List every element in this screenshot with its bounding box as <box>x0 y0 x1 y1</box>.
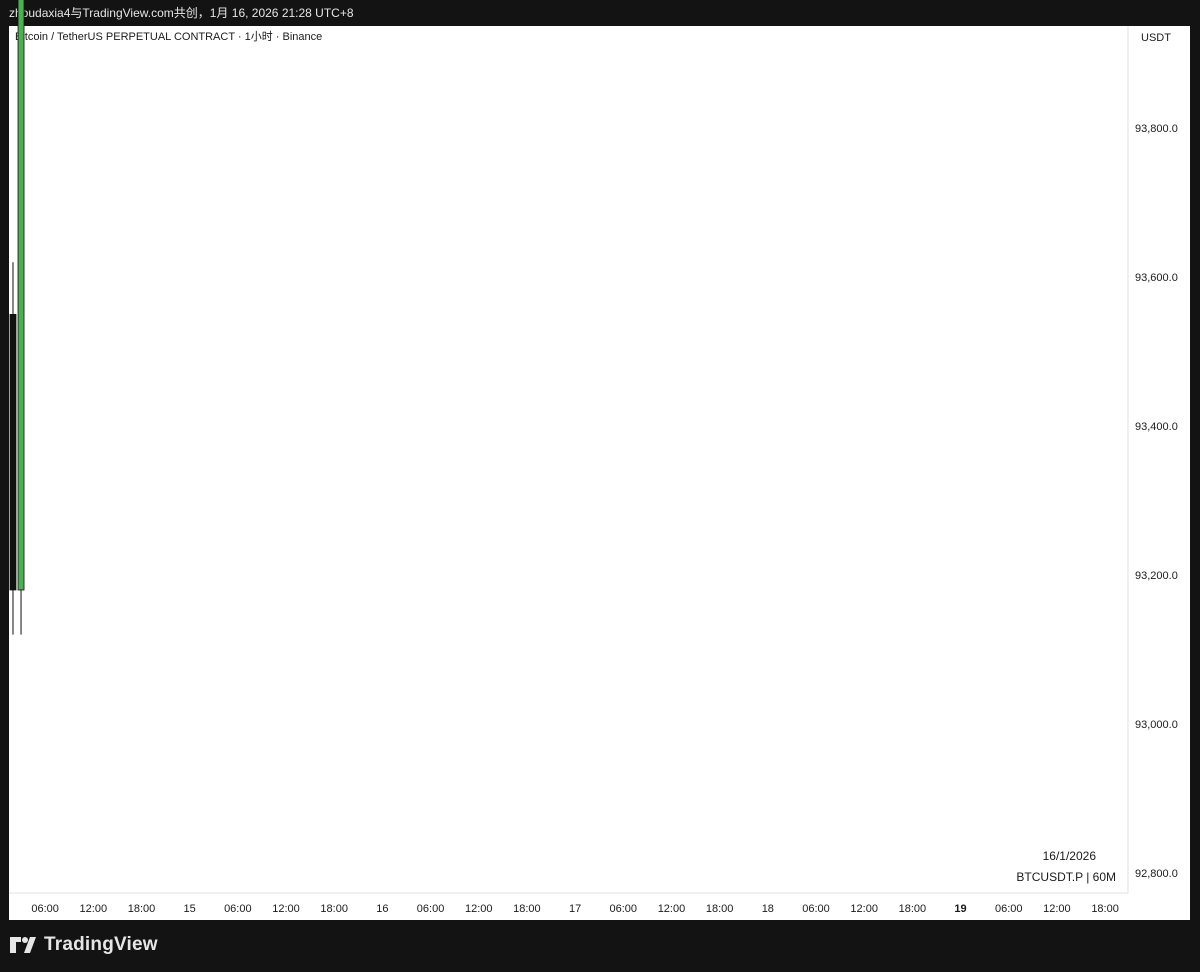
header-credit: zhoudaxia4与TradingView.com共创，1月 16, 2026… <box>0 0 1200 26</box>
x-tick-11: 17 <box>569 903 581 915</box>
chart-title: Bitcoin / TetherUS PERPETUAL CONTRACT · … <box>15 30 322 43</box>
candle-1[interactable] <box>17 0 25 635</box>
y-tick-0: 92,800.0 <box>1135 868 1178 880</box>
x-tick-9: 12:00 <box>465 903 493 915</box>
y-tick-3: 93,400.0 <box>1135 421 1178 433</box>
footer <box>0 920 1200 972</box>
interval-label: BTCUSDT.P | 60M <box>1016 870 1116 884</box>
x-tick-1: 12:00 <box>80 903 108 915</box>
x-tick-15: 18 <box>762 903 774 915</box>
x-tick-8: 06:00 <box>417 903 445 915</box>
price-ticks: 92,800.0 93,000.0 93,200.0 93,400.0 93,600.0… <box>1135 123 1178 880</box>
x-tick-16: 06:00 <box>802 903 830 915</box>
x-tick-22: 18:00 <box>1091 903 1119 915</box>
x-tick-6: 18:00 <box>320 903 348 915</box>
tradingview-logo-icon <box>10 937 36 953</box>
brand-name: TradingView <box>44 934 158 955</box>
y-tick-1: 93,000.0 <box>1135 719 1178 731</box>
time-ticks: 06:00 12:00 18:00 15 06:00 12:00 18:00 16 06:00 1… <box>31 903 1118 915</box>
date-label: 16/1/2026 <box>1043 849 1097 863</box>
tradingview-logo[interactable]: TradingView <box>10 934 158 956</box>
x-tick-10: 18:00 <box>513 903 541 915</box>
y-tick-4: 93,600.0 <box>1135 272 1178 284</box>
x-tick-18: 18:00 <box>899 903 927 915</box>
x-tick-13: 12:00 <box>658 903 686 915</box>
x-tick-20: 06:00 <box>995 903 1023 915</box>
currency-label: USDT <box>1141 32 1171 44</box>
x-tick-19: 19 <box>954 903 966 915</box>
x-tick-0: 06:00 <box>31 903 59 915</box>
x-tick-5: 12:00 <box>272 903 300 915</box>
candles <box>9 0 25 635</box>
y-tick-2: 93,200.0 <box>1135 570 1178 582</box>
x-tick-7: 16 <box>376 903 388 915</box>
x-tick-3: 15 <box>184 903 196 915</box>
x-tick-14: 18:00 <box>706 903 734 915</box>
x-tick-2: 18:00 <box>128 903 156 915</box>
candle-0[interactable] <box>9 262 17 635</box>
chart-frame <box>9 26 1190 920</box>
x-tick-12: 06:00 <box>610 903 638 915</box>
x-tick-17: 12:00 <box>850 903 878 915</box>
x-tick-4: 06:00 <box>224 903 252 915</box>
y-tick-5: 93,800.0 <box>1135 123 1178 135</box>
x-tick-21: 12:00 <box>1043 903 1071 915</box>
